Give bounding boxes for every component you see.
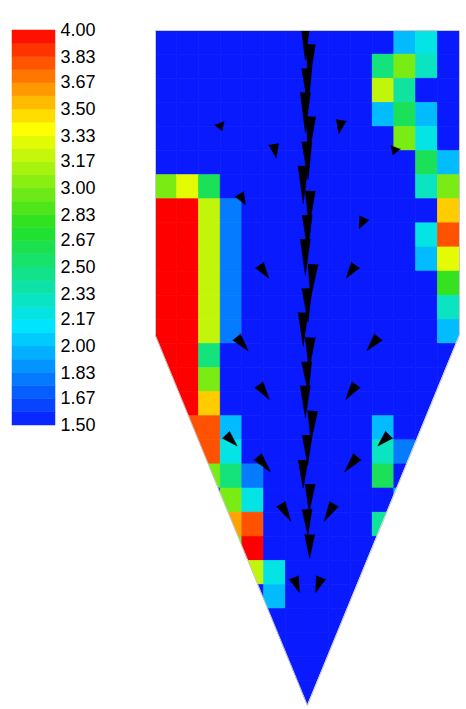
svg-text:2.00: 2.00 — [61, 336, 96, 356]
svg-text:2.67: 2.67 — [61, 230, 96, 250]
svg-text:1.83: 1.83 — [61, 363, 96, 383]
svg-text:2.50: 2.50 — [61, 257, 96, 277]
svg-text:3.00: 3.00 — [61, 178, 96, 198]
svg-text:3.50: 3.50 — [61, 99, 96, 119]
svg-text:1.67: 1.67 — [61, 388, 96, 408]
svg-text:3.83: 3.83 — [61, 47, 96, 67]
svg-text:3.67: 3.67 — [61, 72, 96, 92]
svg-text:2.33: 2.33 — [61, 284, 96, 304]
svg-text:2.17: 2.17 — [61, 309, 96, 329]
svg-text:2.83: 2.83 — [61, 205, 96, 225]
svg-text:4.00: 4.00 — [61, 20, 96, 40]
svg-text:1.50: 1.50 — [61, 415, 96, 435]
svg-text:3.17: 3.17 — [61, 151, 96, 171]
svg-text:3.33: 3.33 — [61, 126, 96, 146]
